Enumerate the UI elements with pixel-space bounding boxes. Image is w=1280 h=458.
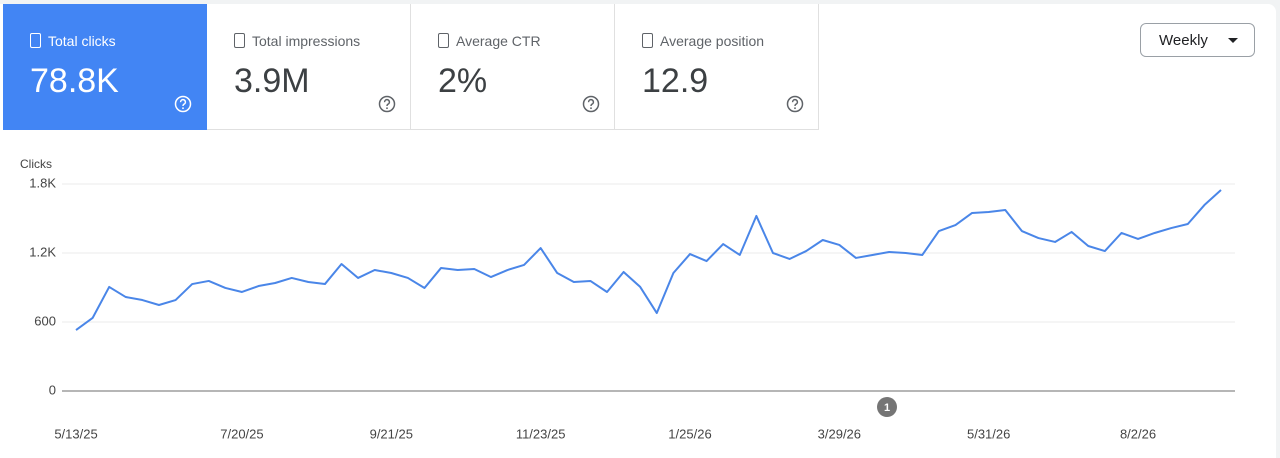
x-tick-label: 7/20/25 [220,426,263,441]
x-tick-label: 5/13/25 [54,426,97,441]
metric-card[interactable]: Average position 12.9 [615,4,819,130]
metric-label: Average position [660,33,765,49]
y-tick-label: 600 [34,313,56,328]
checkbox [234,33,245,48]
metric-card[interactable]: Total clicks 78.8K [3,4,207,130]
metric-label: Total clicks [48,33,116,49]
x-tick-label: 5/31/26 [967,426,1010,441]
metric-label: Average CTR [456,33,541,49]
y-tick-label: 1.2K [29,244,56,259]
x-tick-label: 9/21/25 [370,426,413,441]
checkbox [438,33,449,48]
checkbox [30,33,41,48]
metric-card[interactable]: Average CTR 2% [411,4,615,130]
help-icon [378,95,396,113]
x-tick-label: 11/23/25 [516,426,566,441]
metric-value: 78.8K [30,62,119,100]
metric-card[interactable]: Total impressions 3.9M [207,4,411,130]
metric-value: 12.9 [642,62,709,100]
clicks-line [75,189,1222,331]
annotation-label: 1 [884,402,890,414]
metric-value: 3.9M [234,62,310,100]
y-tick-label: 1.8K [29,175,56,190]
dropdown-arrow [1228,38,1238,43]
period-dropdown[interactable]: Weekly [1140,23,1255,57]
page: Total clicks 78.8K Total impressions 3.9M Av… [0,4,1276,458]
metric-cards: Total clicks 78.8K Total impressions 3.9M Av… [3,4,819,130]
help-icon [786,95,804,113]
x-tick-label: 8/2/26 [1120,426,1156,441]
help-icon [174,95,192,113]
metric-label: Total impressions [252,33,361,49]
period-label: Weekly [1159,32,1208,49]
annotation-marker [877,397,897,417]
x-tick-label: 3/29/26 [818,426,861,441]
y-tick-label: 0 [49,382,56,397]
x-tick-label: 1/25/26 [668,426,711,441]
metric-value: 2% [438,62,488,100]
help-icon [582,95,600,113]
checkbox [642,33,653,48]
y-axis-label: Clicks [20,157,52,171]
